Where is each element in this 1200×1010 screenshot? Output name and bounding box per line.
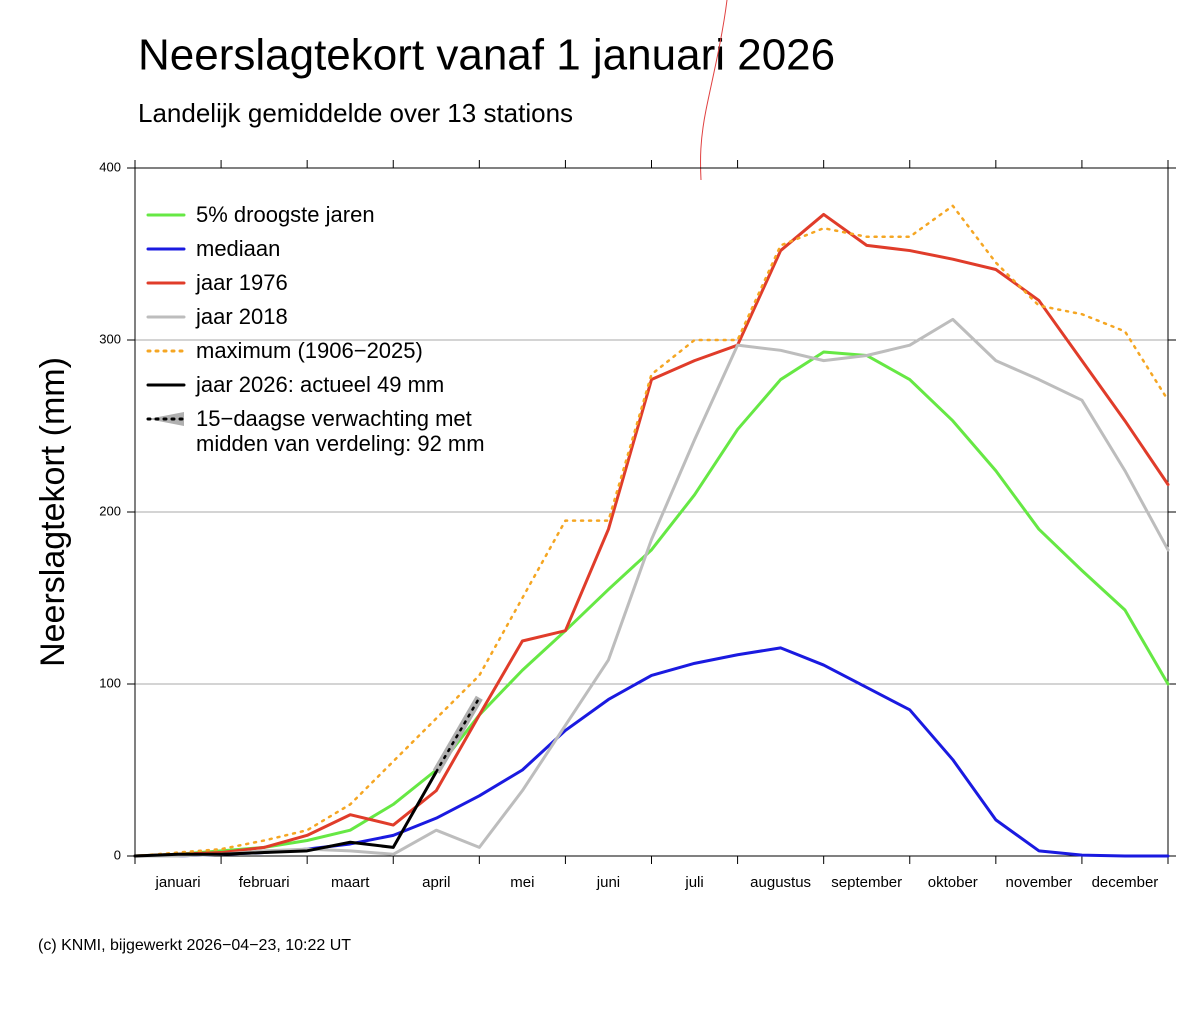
- legend-label: 5% droogste jaren: [196, 202, 375, 227]
- legend-swatch: [146, 247, 186, 251]
- x-tick-label: november: [1006, 874, 1073, 891]
- y-tick-label: 200: [99, 503, 121, 518]
- x-tick-label: augustus: [750, 874, 811, 891]
- series-line: [133, 212, 1170, 858]
- y-tick-label: 0: [114, 847, 121, 862]
- series-line: [133, 770, 438, 858]
- chart-title: Neerslagtekort vanaf 1 januari 2026: [138, 31, 835, 80]
- legend-entry: jaar 1976: [146, 266, 541, 300]
- legend-swatch: [146, 383, 186, 387]
- legend-label: 15−daagse verwachting met midden van ver…: [196, 406, 485, 456]
- series-line: [133, 646, 1170, 858]
- y-tick-label: 400: [99, 159, 121, 174]
- x-tick-label: maart: [331, 874, 370, 891]
- legend-swatch: [146, 281, 186, 285]
- legend-label: jaar 2018: [196, 304, 288, 329]
- series-line: [133, 350, 1170, 858]
- x-tick-label: april: [422, 874, 450, 891]
- legend: 5% droogste jaren mediaan jaar 1976 jaar 20…: [146, 198, 541, 456]
- legend-label: jaar 2026: actueel 49 mm: [196, 372, 445, 397]
- legend-swatch: [146, 213, 186, 217]
- series-line: [133, 204, 1170, 858]
- y-tick-label: 300: [99, 331, 121, 346]
- legend-swatch: [146, 349, 186, 353]
- pen-scribble: [700, 0, 728, 181]
- x-tick-label: mei: [510, 874, 534, 891]
- legend-swatch: [146, 315, 186, 319]
- legend-entry: jaar 2026: actueel 49 mm: [146, 368, 541, 402]
- x-tick-label: september: [831, 874, 902, 891]
- plot-frame: [134, 167, 1169, 857]
- series-line: [133, 317, 1170, 858]
- legend-entry: maximum (1906−2025): [146, 334, 541, 368]
- plot-area: 0 100 200 300 400 januari februari maart april me…: [99, 159, 1176, 891]
- footer: (c) KNMI, bijgewerkt 2026−04−23, 10:22 U…: [38, 937, 351, 954]
- series-line: [435, 696, 481, 773]
- chart-subtitle: Landelijk gemiddelde over 13 stations: [138, 98, 573, 128]
- legend-label: jaar 1976: [196, 270, 288, 295]
- y-axis-label: Neerslagtekort (mm): [34, 357, 72, 667]
- x-tick-label: oktober: [928, 874, 978, 891]
- legend-entry: mediaan: [146, 232, 541, 266]
- x-tick-label: januari: [155, 874, 201, 891]
- legend-entry: 15−daagse verwachting met midden van ver…: [146, 402, 541, 456]
- x-tick-label: februari: [239, 874, 290, 891]
- legend-entry: 5% droogste jaren: [146, 198, 541, 232]
- x-tick-label: juli: [684, 874, 703, 891]
- legend-swatch: [146, 412, 186, 426]
- legend-label: maximum (1906−2025): [196, 338, 423, 363]
- legend-entry: jaar 2018: [146, 300, 541, 334]
- y-tick-label: 100: [99, 675, 121, 690]
- x-tick-label: december: [1092, 874, 1159, 891]
- legend-label: mediaan: [196, 236, 281, 261]
- x-tick-label: juni: [596, 874, 620, 891]
